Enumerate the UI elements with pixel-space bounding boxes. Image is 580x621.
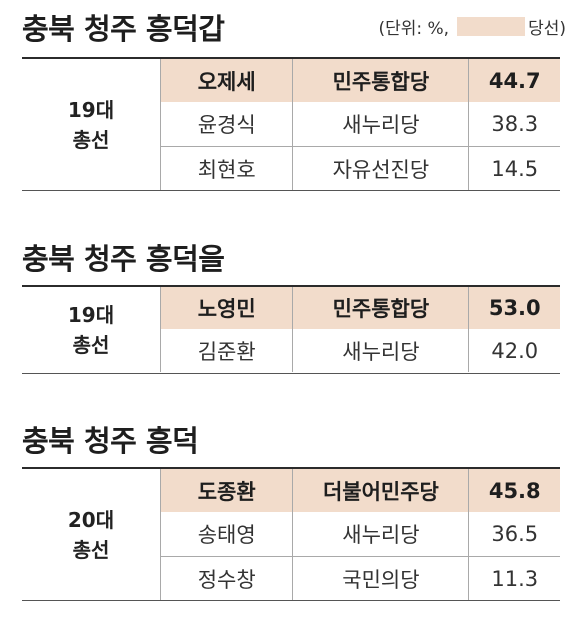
candidate-name: 노영민: [160, 287, 292, 329]
election-term: 19대: [67, 303, 115, 327]
party-name: 새누리당: [292, 329, 468, 372]
winner-legend-swatch: [457, 17, 526, 36]
candidate-name: 정수창: [160, 557, 292, 600]
vote-percent: 38.3: [468, 102, 560, 146]
party-name: 자유선진당: [292, 147, 468, 190]
candidate-name: 김준환: [160, 329, 292, 372]
section-title-2: 충북 청주 흥덕을: [22, 242, 225, 276]
table-row: 노영민 민주통합당 53.0: [160, 287, 560, 329]
table-row: 최현호 자유선진당 14.5: [160, 146, 560, 190]
election-type: 총선: [72, 127, 110, 152]
results-table-1: 19대 총선 오제세 민주통합당 44.7 윤경식 새누리당 38.3 최현호 …: [22, 57, 560, 191]
vote-percent: 44.7: [468, 59, 560, 102]
section-title-3: 충북 청주 흥덕: [22, 424, 199, 458]
party-name: 민주통합당: [292, 287, 468, 329]
candidate-name: 오제세: [160, 59, 292, 102]
party-name: 새누리당: [292, 102, 468, 146]
candidate-name: 최현호: [160, 147, 292, 190]
candidate-name: 윤경식: [160, 102, 292, 146]
table-row: 송태영 새누리당 36.5: [160, 512, 560, 556]
party-name: 새누리당: [292, 512, 468, 556]
election-label: 20대 총선: [22, 469, 160, 600]
election-term: 20대: [67, 507, 115, 532]
party-name: 더불어민주당: [292, 469, 468, 512]
table-row: 정수창 국민의당 11.3: [160, 556, 560, 600]
election-term: 19대: [67, 97, 115, 122]
unit-note: (단위: %, 당선): [378, 14, 566, 39]
vote-percent: 53.0: [468, 287, 560, 329]
table-row: 김준환 새누리당 42.0: [160, 329, 560, 372]
party-name: 국민의당: [292, 557, 468, 600]
candidate-name: 도종환: [160, 469, 292, 512]
vote-percent: 42.0: [468, 329, 560, 372]
vote-percent: 45.8: [468, 469, 560, 512]
table-row: 윤경식 새누리당 38.3: [160, 102, 560, 146]
unit-note-prefix: (단위: %,: [378, 19, 450, 39]
election-label: 19대 총선: [22, 287, 160, 373]
vote-percent: 14.5: [468, 147, 560, 190]
results-table-3: 20대 총선 도종환 더불어민주당 45.8 송태영 새누리당 36.5 정수창…: [22, 467, 560, 601]
table-row: 오제세 민주통합당 44.7: [160, 59, 560, 102]
election-type: 총선: [72, 333, 110, 357]
table-row: 도종환 더불어민주당 45.8: [160, 469, 560, 512]
candidate-name: 송태영: [160, 512, 292, 556]
election-label: 19대 총선: [22, 59, 160, 190]
results-table-2: 19대 총선 노영민 민주통합당 53.0 김준환 새누리당 42.0: [22, 285, 560, 374]
party-name: 민주통합당: [292, 59, 468, 102]
vote-percent: 36.5: [468, 512, 560, 556]
vote-percent: 11.3: [468, 557, 560, 600]
election-type: 총선: [72, 537, 110, 562]
unit-note-legend-label: 당선): [528, 19, 566, 39]
section-title-1: 충북 청주 흥덕갑: [22, 12, 225, 46]
